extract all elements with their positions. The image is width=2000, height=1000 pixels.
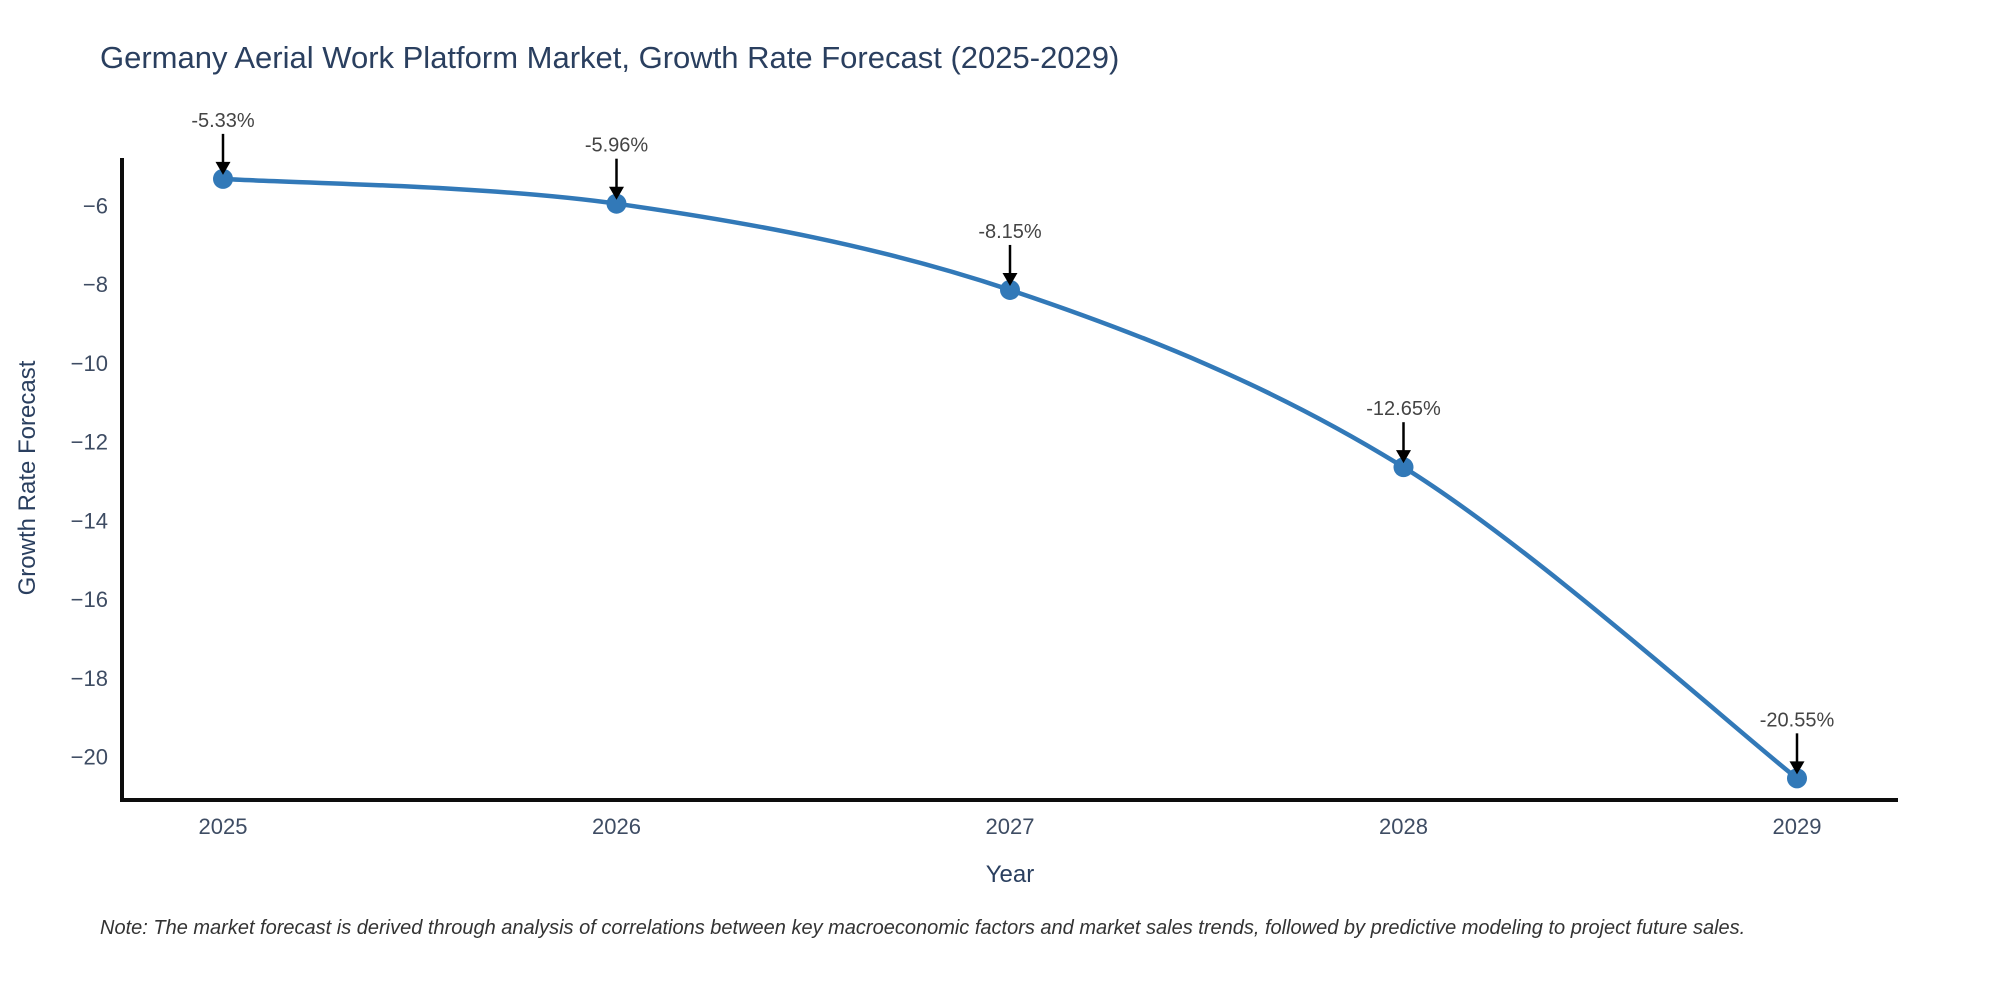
data-point-marker-2027[interactable] [1000, 279, 1020, 300]
annotation-arrowhead [609, 186, 624, 200]
annotation-label: -8.15% [978, 221, 1042, 243]
annotation-label: -20.55% [1760, 709, 1835, 731]
annotation-arrowhead [1396, 450, 1411, 464]
y-tick-label: −18 [71, 666, 108, 691]
annotation-arrowhead [1002, 272, 1018, 286]
annotation-label: -12.65% [1366, 398, 1441, 420]
chart-note: Note: The market forecast is derived thr… [100, 917, 1746, 939]
y-tick-label: −16 [71, 587, 108, 612]
data-point-marker-2026[interactable] [606, 193, 627, 214]
x-axis-title: Year [985, 861, 1035, 888]
annotation-arrowhead [215, 161, 231, 175]
x-tick-label: 2027 [986, 814, 1035, 839]
y-tick-label: −8 [83, 272, 108, 297]
x-tick-label: 2029 [1773, 814, 1822, 839]
y-tick-label: −14 [71, 508, 108, 533]
annotation-label: -5.96% [585, 135, 649, 157]
data-point-marker-2028[interactable] [1393, 457, 1414, 478]
x-tick-label: 2025 [199, 814, 248, 839]
x-tick-label: 2026 [592, 814, 641, 839]
y-tick-label: −10 [71, 351, 108, 376]
y-tick-label: −6 [83, 193, 108, 218]
trend-line [220, 176, 1800, 781]
y-axis-title: Growth Rate Forecast [14, 360, 41, 596]
annotation-label: -5.33% [191, 110, 255, 132]
y-tick-label: −20 [71, 745, 108, 770]
data-point-marker-2025[interactable] [213, 168, 233, 189]
x-tick-label: 2028 [1379, 814, 1428, 839]
chart-title: Germany Aerial Work Platform Market, Gro… [100, 40, 1120, 75]
annotation-arrowhead [1789, 761, 1805, 775]
y-tick-label: −12 [71, 430, 108, 455]
data-point-marker-2029[interactable] [1787, 768, 1807, 789]
